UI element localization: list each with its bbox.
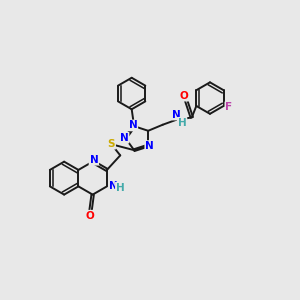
Text: O: O: [179, 91, 188, 101]
Text: S: S: [108, 139, 115, 149]
Text: N: N: [128, 121, 137, 130]
Text: N: N: [145, 141, 154, 151]
Text: N: N: [109, 181, 118, 191]
Text: H: H: [116, 183, 124, 193]
Text: O: O: [86, 211, 94, 221]
Text: N: N: [172, 110, 181, 120]
Text: N: N: [89, 155, 98, 165]
Text: F: F: [225, 102, 233, 112]
Text: N: N: [120, 133, 129, 143]
Text: H: H: [178, 118, 187, 128]
